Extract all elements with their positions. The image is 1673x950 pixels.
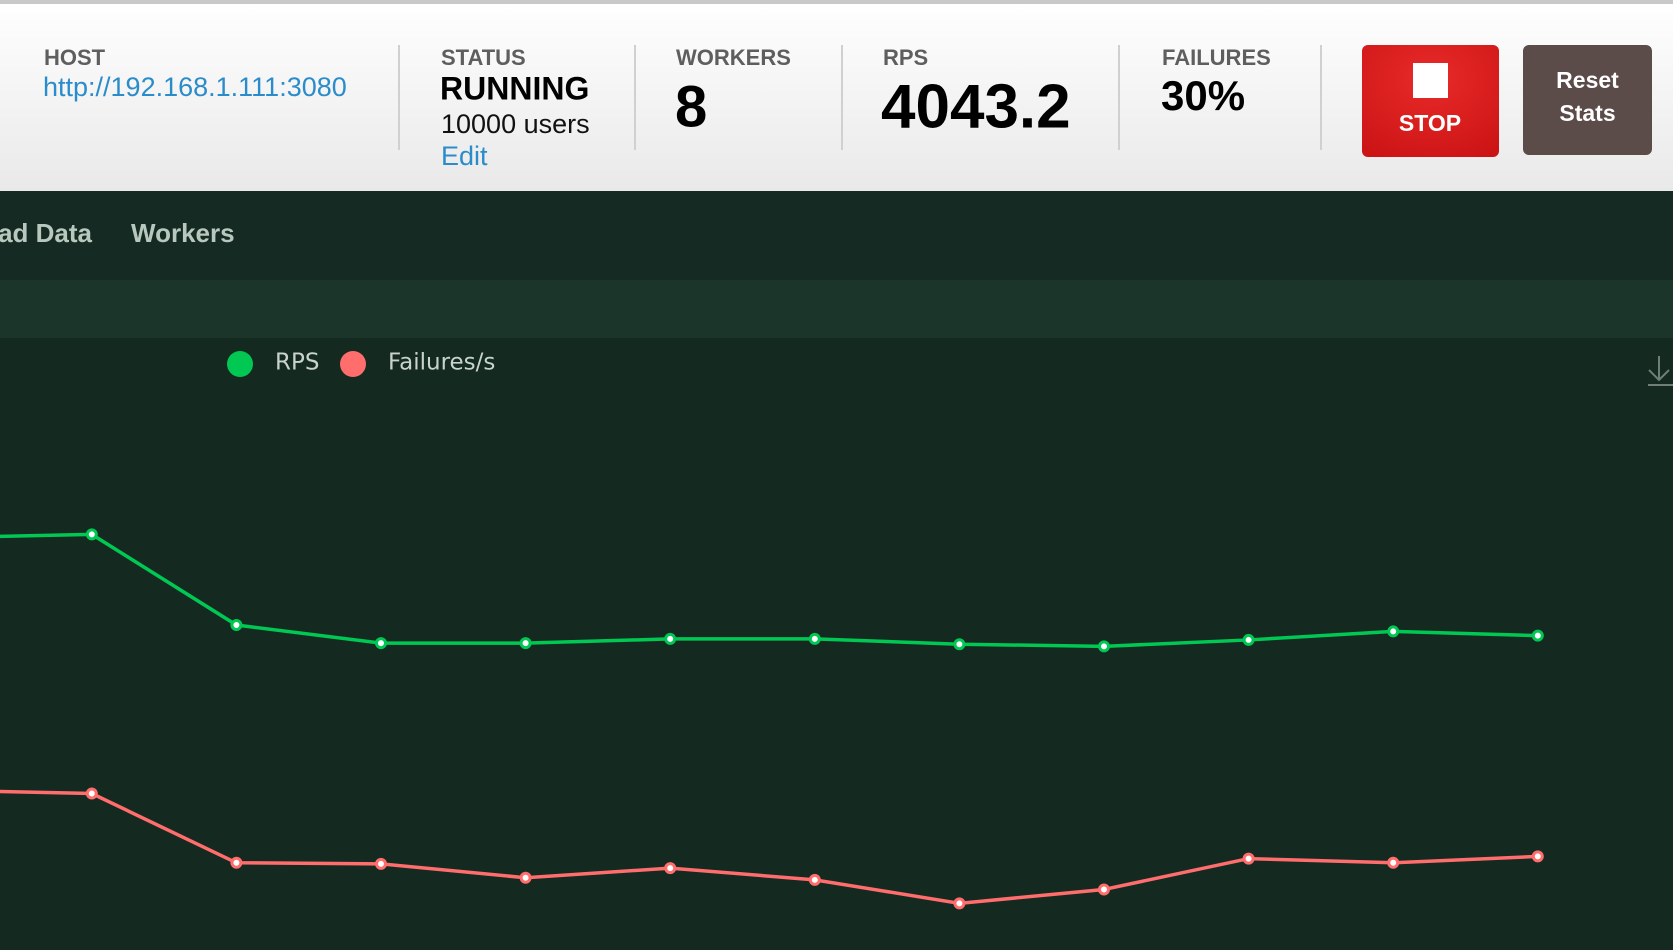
download-icon[interactable] (1648, 356, 1673, 386)
failures-label: FAILURES (1162, 45, 1271, 70)
separators (398, 45, 1322, 150)
data-point (519, 637, 532, 650)
data-point (230, 856, 243, 869)
tab[interactable]: Workers (131, 218, 235, 248)
data-point (85, 528, 98, 541)
reset-button-bg[interactable] (1523, 45, 1652, 155)
stop-button-bg[interactable] (1362, 45, 1499, 157)
host-label: HOST (44, 45, 106, 70)
data-point (1531, 850, 1544, 863)
user-count: 10000 users (441, 109, 590, 139)
rps-value: 4043.2 (881, 72, 1071, 141)
data-point (1098, 640, 1110, 653)
workers-value: 8 (675, 74, 707, 139)
data-point (1098, 883, 1110, 896)
top-border (0, 0, 1673, 4)
reset-text-box: Reset Stats (1556, 67, 1619, 126)
host-url[interactable]: http://192.168.1.111:3080 (43, 72, 347, 102)
rps-label: RPS (883, 45, 928, 70)
data-point (808, 873, 821, 886)
toolbar-band (0, 280, 1673, 338)
data-point (953, 897, 966, 910)
stop-icon (1413, 63, 1448, 98)
status-label: STATUS (441, 45, 526, 70)
edit-link[interactable]: Edit (441, 141, 488, 171)
data-point (1531, 629, 1544, 642)
data-point (375, 857, 387, 870)
nav-bar (0, 191, 1673, 280)
series-line (0, 532, 1538, 649)
legend-swatch (227, 351, 253, 377)
legend-label: RPS (275, 350, 319, 376)
tab[interactable]: Download Data (0, 218, 93, 248)
data-point (1387, 856, 1400, 869)
data-point (230, 619, 243, 632)
reset-button[interactable]: Reset Stats (1523, 45, 1652, 155)
reset-text[interactable]: Reset Stats (1556, 67, 1619, 126)
data-point (1242, 633, 1255, 646)
plot (0, 528, 1544, 910)
stop-button[interactable]: STOP (1362, 45, 1499, 157)
data-point (519, 871, 532, 884)
data-point (808, 632, 821, 645)
workers-label: WORKERS (676, 45, 791, 70)
data-point (953, 638, 966, 651)
data-point (664, 862, 677, 875)
series-line (0, 789, 1538, 906)
data-point (1242, 852, 1255, 865)
data-point (1387, 625, 1400, 638)
data-point (664, 632, 677, 645)
legend-swatch (340, 351, 366, 377)
chart-area (0, 338, 1673, 950)
data-point (375, 637, 387, 650)
legend-label: Failures/s (388, 350, 495, 376)
failures-value: 30% (1161, 72, 1245, 119)
stop-text[interactable]: STOP (1399, 110, 1461, 136)
status-value: RUNNING (440, 70, 589, 106)
data-point (85, 787, 98, 800)
